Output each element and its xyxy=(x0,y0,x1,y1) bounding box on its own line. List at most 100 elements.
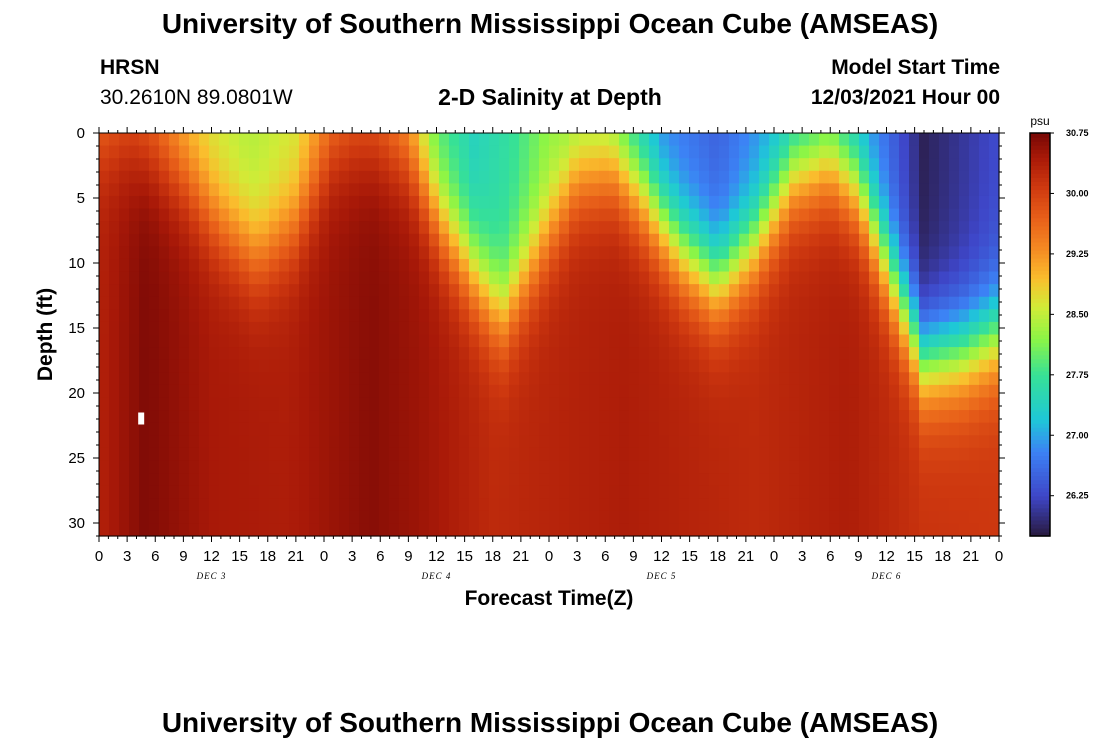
heatmap-cell xyxy=(629,485,640,499)
heatmap-cell xyxy=(109,309,120,323)
heatmap-cell xyxy=(499,145,510,159)
heatmap-cell xyxy=(189,384,200,399)
heatmap-cell xyxy=(399,460,410,474)
heatmap-cell xyxy=(109,246,120,260)
heatmap-cell xyxy=(249,170,260,184)
heatmap-cell xyxy=(679,271,690,285)
heatmap-cell xyxy=(259,271,270,285)
heatmap-cell xyxy=(779,384,790,399)
heatmap-cell xyxy=(159,321,170,336)
heatmap-cell xyxy=(139,460,150,474)
heatmap-cell xyxy=(829,397,840,411)
colorbar-unit: psu xyxy=(1030,114,1049,128)
heatmap-cell xyxy=(169,447,180,462)
heatmap-cell xyxy=(619,410,630,424)
heatmap-cell xyxy=(879,523,890,537)
heatmap-cell xyxy=(569,397,580,411)
heatmap-cell xyxy=(769,221,780,235)
heatmap-cell xyxy=(169,133,180,147)
heatmap-cell xyxy=(879,321,890,336)
heatmap-cell xyxy=(869,158,880,172)
heatmap-cell xyxy=(299,133,310,147)
heatmap-cell xyxy=(459,309,470,323)
heatmap-cell xyxy=(199,372,210,386)
colorbar-band xyxy=(1030,189,1050,195)
heatmap-cell xyxy=(229,309,240,323)
heatmap-cell xyxy=(429,510,440,524)
heatmap-cell xyxy=(969,523,980,537)
heatmap-cell xyxy=(959,309,970,323)
heatmap-cell xyxy=(479,208,490,222)
heatmap-cell xyxy=(489,435,500,449)
heatmap-cell xyxy=(339,145,350,159)
heatmap-cell xyxy=(569,321,580,336)
heatmap-cell xyxy=(489,145,500,159)
heatmap-cell xyxy=(429,195,440,210)
heatmap-cell xyxy=(429,258,440,273)
heatmap-cell xyxy=(699,145,710,159)
colorbar-band xyxy=(1030,294,1050,299)
heatmap-cell xyxy=(239,133,250,147)
heatmap-cell xyxy=(949,460,960,474)
heatmap-cell xyxy=(369,158,380,172)
heatmap-cell xyxy=(309,347,320,361)
heatmap-cell xyxy=(639,435,650,449)
heatmap-cell xyxy=(749,158,760,172)
heatmap-cell xyxy=(649,258,660,273)
heatmap-cell xyxy=(489,133,500,147)
heatmap-cell xyxy=(639,158,650,172)
heatmap-cell xyxy=(889,258,900,273)
heatmap-cell xyxy=(349,170,360,184)
heatmap-cell xyxy=(599,246,610,260)
heatmap-cell xyxy=(929,384,940,399)
heatmap-cell xyxy=(699,435,710,449)
heatmap-cell xyxy=(599,309,610,323)
heatmap-cell xyxy=(269,233,280,247)
heatmap-cell xyxy=(539,158,550,172)
heatmap-cell xyxy=(559,447,570,462)
heatmap-cell xyxy=(209,321,220,336)
colorbar-band xyxy=(1030,314,1050,319)
heatmap-cell xyxy=(109,296,120,310)
heatmap-cell xyxy=(139,145,150,159)
heatmap-cell xyxy=(769,133,780,147)
heatmap-cell xyxy=(259,473,270,487)
heatmap-cell xyxy=(359,510,370,524)
heatmap-cell xyxy=(209,447,220,462)
heatmap-cell xyxy=(549,246,560,260)
heatmap-cell xyxy=(729,233,740,247)
heatmap-cell xyxy=(989,334,1000,348)
colorbar-band xyxy=(1030,394,1050,400)
heatmap-cell xyxy=(679,233,690,247)
heatmap-cell xyxy=(469,246,480,260)
colorbar-band xyxy=(1030,201,1050,207)
heatmap-cell xyxy=(279,271,290,285)
colorbar-band xyxy=(1030,233,1050,239)
heatmap-cell xyxy=(189,170,200,184)
heatmap-cell xyxy=(159,271,170,285)
colorbar-band xyxy=(1030,302,1050,307)
heatmap-cell xyxy=(739,246,750,260)
heatmap-cell xyxy=(539,447,550,462)
heatmap-cell xyxy=(769,258,780,273)
heatmap-cell xyxy=(429,246,440,260)
colorbar-band xyxy=(1030,334,1050,340)
heatmap-cell xyxy=(209,460,220,474)
heatmap-cell xyxy=(339,158,350,172)
heatmap-cell xyxy=(189,246,200,260)
heatmap-cell xyxy=(799,296,810,310)
heatmap-cell xyxy=(909,498,920,512)
heatmap-cell xyxy=(579,485,590,499)
heatmap-cell xyxy=(549,208,560,222)
colorbar-tick-label: 29.25 xyxy=(1066,249,1089,259)
heatmap-cell xyxy=(389,397,400,411)
heatmap-cell xyxy=(699,221,710,235)
heatmap-cell xyxy=(219,145,230,159)
colorbar-band xyxy=(1030,374,1050,380)
heatmap-cell xyxy=(179,309,190,323)
heatmap-cell xyxy=(699,359,710,373)
heatmap-cell xyxy=(589,435,600,449)
heatmap-cell xyxy=(859,460,870,474)
heatmap-cell xyxy=(899,133,910,147)
